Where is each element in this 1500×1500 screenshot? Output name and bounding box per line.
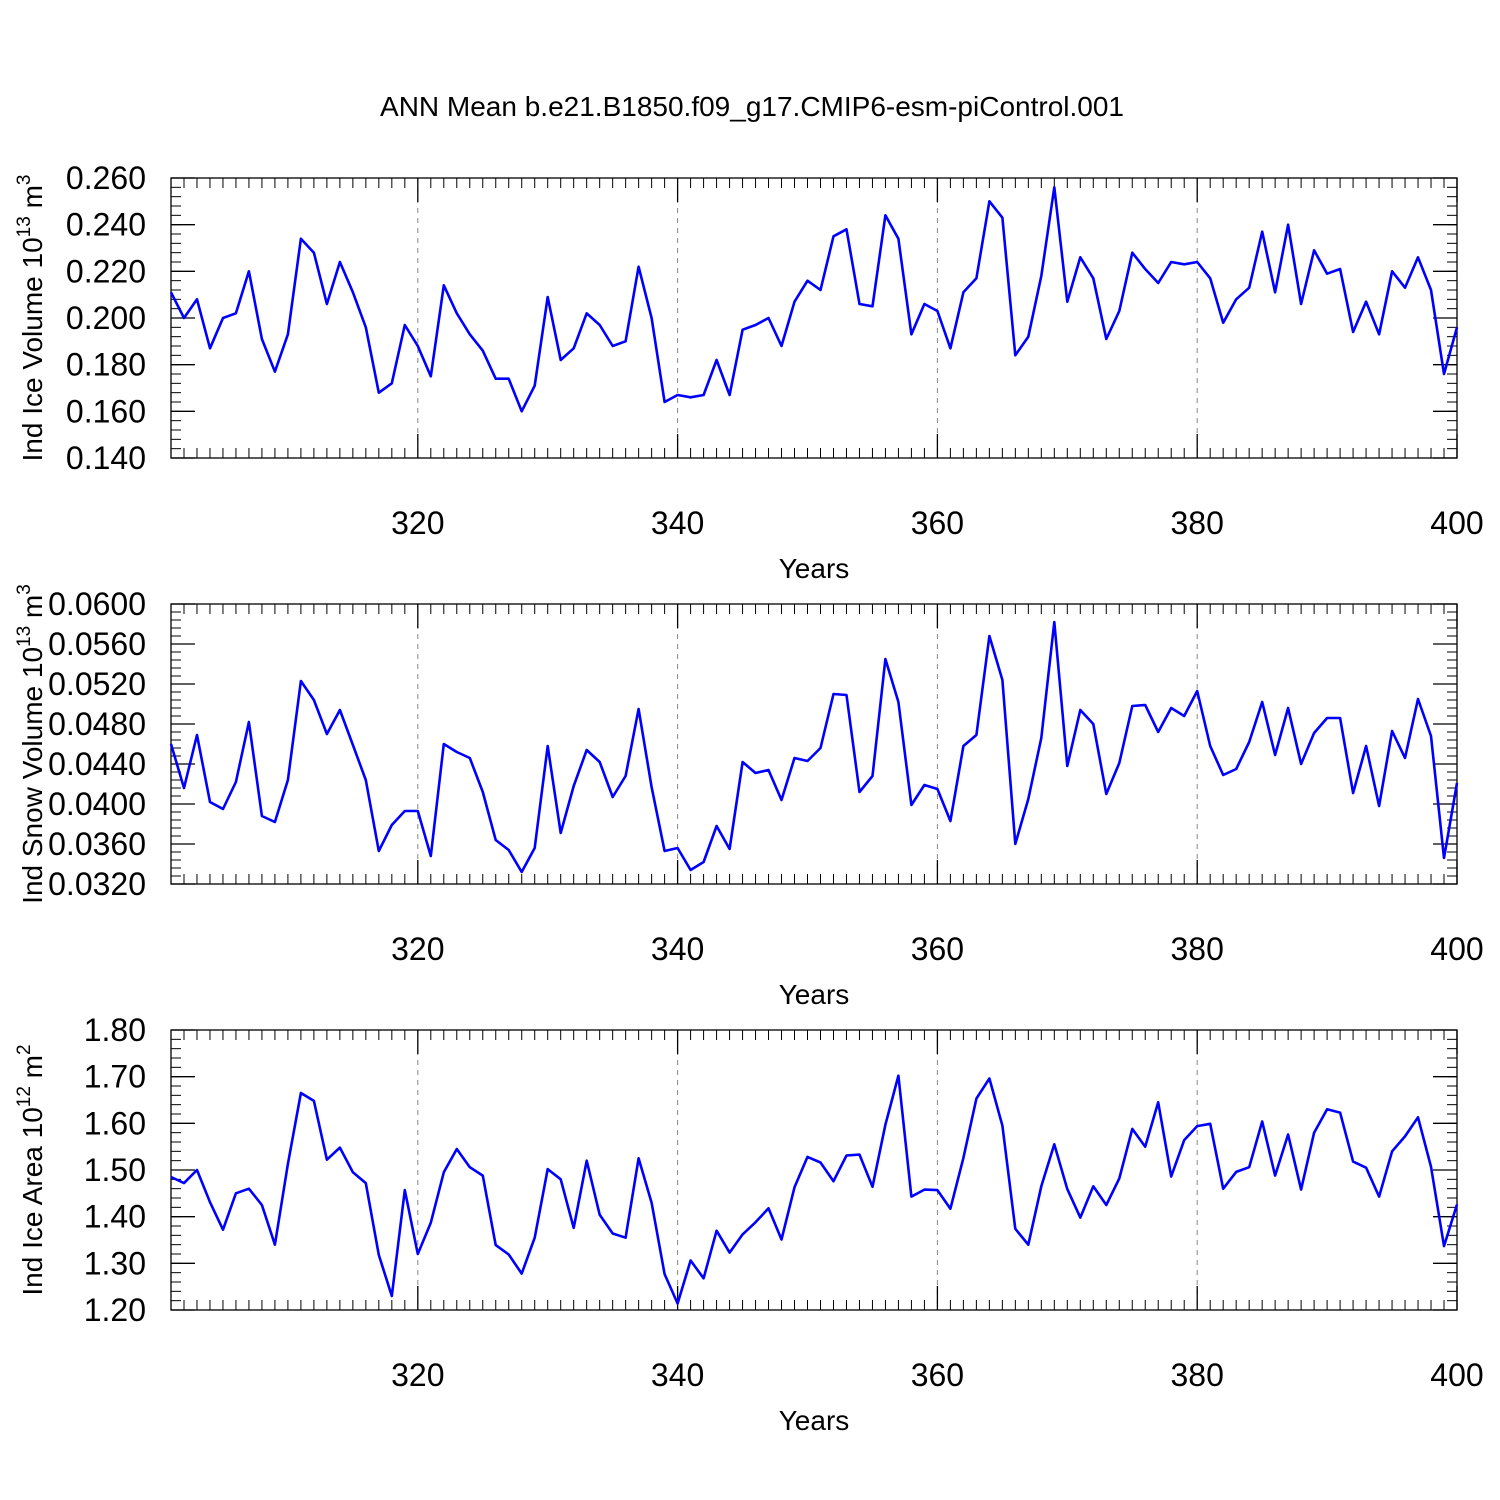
y-tick-label: 0.160 xyxy=(66,393,146,429)
x-tick-label: 320 xyxy=(391,505,444,541)
y-tick-label: 1.60 xyxy=(84,1105,146,1141)
y-tick-label: 0.0560 xyxy=(48,626,146,662)
y-tick-label: 0.140 xyxy=(66,440,146,476)
y-tick-label: 0.260 xyxy=(66,160,146,196)
y-tick-label: 1.70 xyxy=(84,1059,146,1095)
x-axis-label: Years xyxy=(779,1405,850,1436)
x-tick-label: 380 xyxy=(1171,931,1224,967)
panel-ice-area: 1.20 1.30 1.40 1.50 1.60 1.70 1.80 320 340 360 380… xyxy=(14,1012,1484,1436)
y-tick-label: 0.200 xyxy=(66,300,146,336)
y-tick-label: 0.0520 xyxy=(48,666,146,702)
y-tick-label: 1.20 xyxy=(84,1292,146,1328)
x-axis-label: Years xyxy=(779,979,850,1010)
y-tick-label: 1.30 xyxy=(84,1245,146,1281)
y-tick-label: 0.0440 xyxy=(48,746,146,782)
y-axis-label: Ind Ice Area 1012 m2 xyxy=(14,1044,48,1295)
y-tick-label: 1.40 xyxy=(84,1199,146,1235)
y-tick-label: 0.0360 xyxy=(48,826,146,862)
y-tick-label: 0.240 xyxy=(66,207,146,243)
y-tick-label: 1.50 xyxy=(84,1152,146,1188)
y-axis-label: Ind Snow Volume 1013 m3 xyxy=(14,584,48,904)
x-tick-label: 380 xyxy=(1171,505,1224,541)
plot-frame xyxy=(170,603,1458,885)
series-line xyxy=(169,186,1459,413)
y-tick-label: 0.0400 xyxy=(48,786,146,822)
plot-frame xyxy=(170,1029,1458,1311)
x-tick-label: 340 xyxy=(651,931,704,967)
x-tick-label: 360 xyxy=(911,505,964,541)
x-axis-label: Years xyxy=(779,553,850,584)
series-line xyxy=(169,620,1459,874)
x-tick-label: 380 xyxy=(1171,1357,1224,1393)
y-axis-label: Ind Ice Volume 1013 m3 xyxy=(14,175,48,462)
x-tick-label: 340 xyxy=(651,1357,704,1393)
y-tick-label: 0.0480 xyxy=(48,706,146,742)
chart-title: ANN Mean b.e21.B1850.f09_g17.CMIP6-esm-p… xyxy=(380,91,1124,122)
y-tick-label: 0.220 xyxy=(66,253,146,289)
x-tick-label: 360 xyxy=(911,1357,964,1393)
x-tick-label: 400 xyxy=(1430,931,1483,967)
panel-snow-volume: 0.0320 0.0360 0.0400 0.0440 0.0480 0.0520 0.05… xyxy=(14,584,1484,1010)
panel-ice-volume: 0.140 0.160 0.180 0.200 0.220 0.240 0.260 320 34… xyxy=(14,160,1484,584)
x-tick-label: 400 xyxy=(1430,505,1483,541)
x-tick-label: 360 xyxy=(911,931,964,967)
y-tick-label: 0.180 xyxy=(66,347,146,383)
y-tick-label: 0.0320 xyxy=(48,866,146,902)
y-tick-label: 0.0600 xyxy=(48,586,146,622)
series-line xyxy=(170,1074,1459,1305)
y-tick-label: 1.80 xyxy=(84,1012,146,1048)
x-tick-label: 320 xyxy=(391,1357,444,1393)
x-tick-label: 320 xyxy=(391,931,444,967)
x-tick-label: 400 xyxy=(1430,1357,1483,1393)
x-tick-label: 340 xyxy=(651,505,704,541)
plot-frame xyxy=(170,177,1458,459)
